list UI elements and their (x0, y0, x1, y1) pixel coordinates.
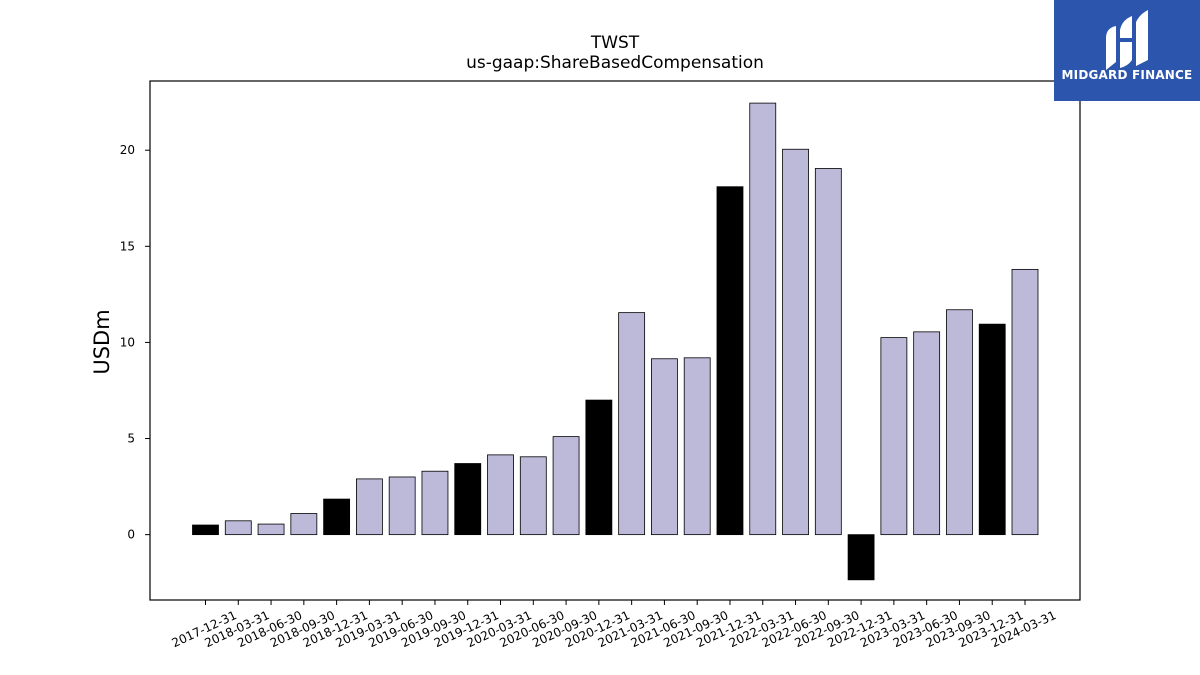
bar-2019-03-31 (355, 478, 383, 536)
bar-2024-03-31 (1011, 268, 1039, 536)
y-tick-label: 5 (127, 432, 135, 446)
y-axis-label: USDm (90, 309, 114, 374)
bar-2019-12-31 (454, 463, 482, 536)
bar-2022-09-30 (814, 168, 842, 536)
midgard-logo-icon (1106, 10, 1148, 70)
midgard-finance-logo: MIDGARD FINANCE (1054, 0, 1200, 101)
bar-2018-03-31 (224, 520, 252, 536)
bar-2023-09-30 (946, 309, 973, 536)
bar-2023-06-30 (913, 331, 941, 536)
x-axis-ticks: 2017-12-312018-03-312018-06-302018-09-30… (170, 600, 1058, 650)
bar-2020-03-31 (487, 454, 514, 536)
bar-2022-12-31 (847, 534, 875, 581)
y-tick-label: 20 (120, 143, 135, 157)
bar-2021-09-30 (683, 357, 711, 536)
y-tick-label: 10 (120, 335, 135, 349)
bar-2020-12-31 (585, 399, 613, 536)
bar-2018-06-30 (257, 523, 285, 536)
bar-2019-06-30 (388, 476, 416, 536)
bar-2021-12-31 (716, 186, 744, 536)
bar-2020-06-30 (519, 456, 547, 536)
bars-group (192, 102, 1039, 581)
bar-2021-03-31 (618, 312, 646, 536)
bar-2017-12-31 (192, 524, 219, 536)
chart-title: TWST (590, 33, 640, 53)
bar-2018-12-31 (323, 498, 351, 536)
y-tick-label: 0 (127, 528, 135, 542)
chart-subtitle: us-gaap:ShareBasedCompensation (466, 53, 764, 73)
plot-frame (149, 80, 1081, 601)
y-axis-ticks: 0 5 10 15 20 (120, 143, 150, 542)
logo-text: MIDGARD FINANCE (1061, 68, 1193, 82)
bar-2023-03-31 (880, 337, 908, 536)
bar-2022-06-30 (782, 148, 809, 536)
bar-2022-03-31 (749, 102, 777, 536)
bar-2021-06-30 (651, 358, 678, 536)
y-tick-label: 15 (120, 239, 135, 253)
bar-2019-09-30 (421, 470, 449, 536)
bar-2023-12-31 (978, 323, 1006, 536)
bar-2020-09-30 (552, 436, 580, 536)
bar-2018-09-30 (290, 513, 318, 536)
